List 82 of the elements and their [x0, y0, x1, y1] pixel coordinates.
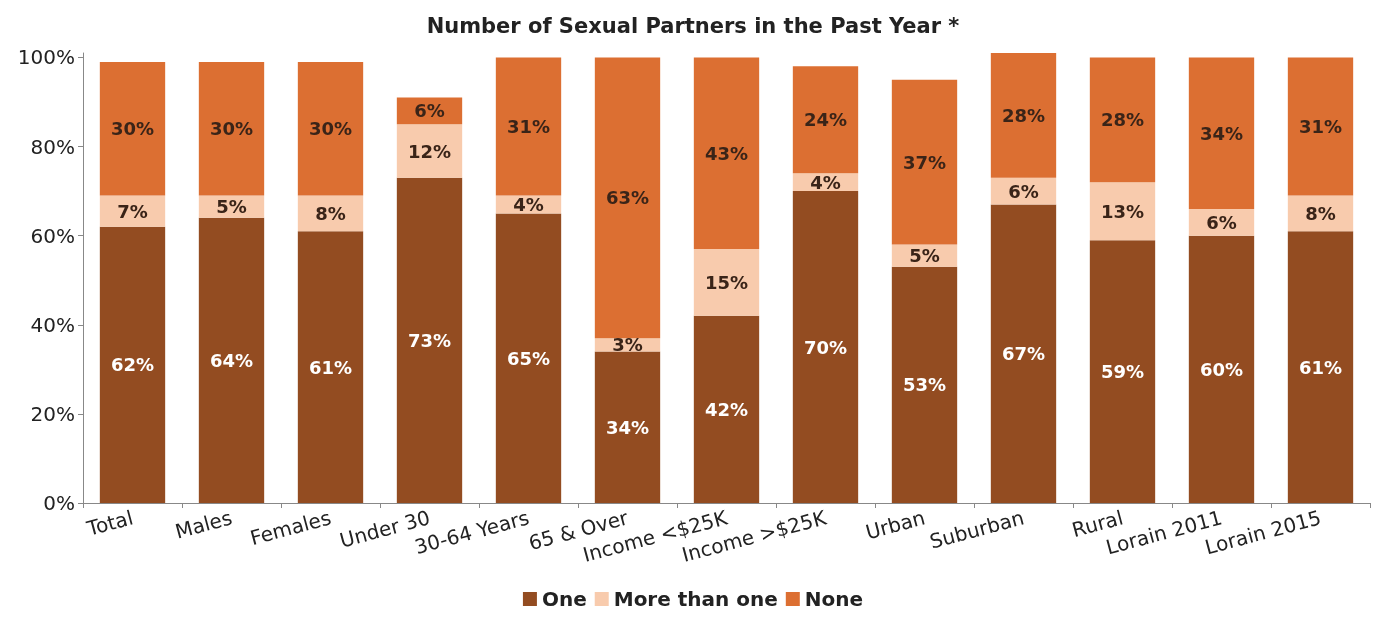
data-label: 43%	[704, 142, 749, 164]
bar	[594, 57, 661, 339]
data-label: 34%	[1199, 122, 1244, 144]
data-label: 7%	[117, 200, 148, 222]
chart-title: Number of Sexual Partners in the Past Year *	[426, 13, 960, 38]
data-label: 8%	[315, 202, 346, 224]
bar	[1188, 57, 1255, 209]
data-label: 28%	[1001, 104, 1046, 126]
bar	[1089, 240, 1156, 503]
y-tick-label: 0%	[43, 491, 75, 515]
y-tick-label: 80%	[30, 134, 75, 159]
data-label: 5%	[909, 245, 940, 267]
bar	[495, 213, 562, 503]
data-label: 30%	[110, 118, 155, 140]
x-tick-label: Urban	[862, 505, 928, 545]
y-tick-label: 20%	[30, 401, 75, 426]
x-tick-label: Total	[83, 505, 136, 541]
bar	[891, 266, 958, 503]
legend-label: None	[804, 587, 864, 611]
bar	[1089, 182, 1156, 241]
bar	[990, 53, 1057, 178]
data-label: 64%	[209, 349, 254, 371]
data-label: 5%	[216, 196, 247, 218]
bar	[198, 61, 265, 196]
data-label: 30%	[308, 118, 353, 140]
bar	[99, 61, 166, 196]
x-tick-label: Suburban	[927, 505, 1027, 554]
bar	[396, 177, 463, 503]
bar	[693, 57, 760, 250]
data-label: 4%	[810, 171, 841, 193]
data-label: 59%	[1100, 361, 1145, 383]
bar	[792, 191, 859, 503]
data-label: 37%	[902, 151, 947, 173]
data-label: 6%	[1206, 211, 1237, 233]
legend-label: More than one	[613, 587, 778, 611]
bar	[594, 351, 661, 503]
bar	[693, 315, 760, 503]
bar	[1089, 57, 1156, 183]
y-tick-label: 100%	[17, 45, 75, 70]
data-label: 28%	[1100, 109, 1145, 131]
data-label: 4%	[513, 193, 544, 215]
bar	[297, 231, 364, 503]
data-label: 30%	[209, 118, 254, 140]
bar	[1188, 235, 1255, 503]
data-label: 34%	[605, 416, 650, 438]
data-label: 65%	[506, 347, 551, 369]
data-label: 6%	[414, 100, 445, 122]
legend-label: One	[541, 587, 587, 611]
bar	[1287, 57, 1354, 196]
data-label: 42%	[704, 398, 749, 420]
x-tick-label: Females	[247, 505, 334, 551]
data-label: 3%	[612, 334, 643, 356]
bar	[396, 124, 463, 178]
data-label: 13%	[1100, 200, 1145, 222]
bar	[99, 226, 166, 503]
data-label: 73%	[407, 329, 452, 351]
data-label: 53%	[902, 374, 947, 396]
bar	[1287, 231, 1354, 503]
data-label: 61%	[1298, 356, 1343, 378]
data-label: 67%	[1001, 343, 1046, 365]
data-label: 12%	[407, 140, 452, 162]
y-tick-label: 40%	[30, 312, 75, 337]
data-label: 24%	[803, 109, 848, 131]
data-label: 61%	[308, 356, 353, 378]
bar	[297, 61, 364, 196]
bar	[693, 249, 760, 316]
data-label: 6%	[1008, 180, 1039, 202]
y-tick-label: 60%	[30, 223, 75, 248]
bar	[990, 204, 1057, 503]
bar	[792, 66, 859, 174]
data-label: 15%	[704, 271, 749, 293]
data-label: 31%	[1298, 116, 1343, 138]
data-label: 60%	[1199, 358, 1244, 380]
data-label: 70%	[803, 336, 848, 358]
bar	[495, 57, 562, 196]
data-label: 62%	[110, 354, 155, 376]
data-label: 8%	[1305, 202, 1336, 224]
data-label: 63%	[605, 187, 650, 209]
bar	[891, 79, 958, 245]
bar	[198, 217, 265, 503]
data-label: 31%	[506, 116, 551, 138]
x-tick-label: Males	[172, 505, 235, 544]
